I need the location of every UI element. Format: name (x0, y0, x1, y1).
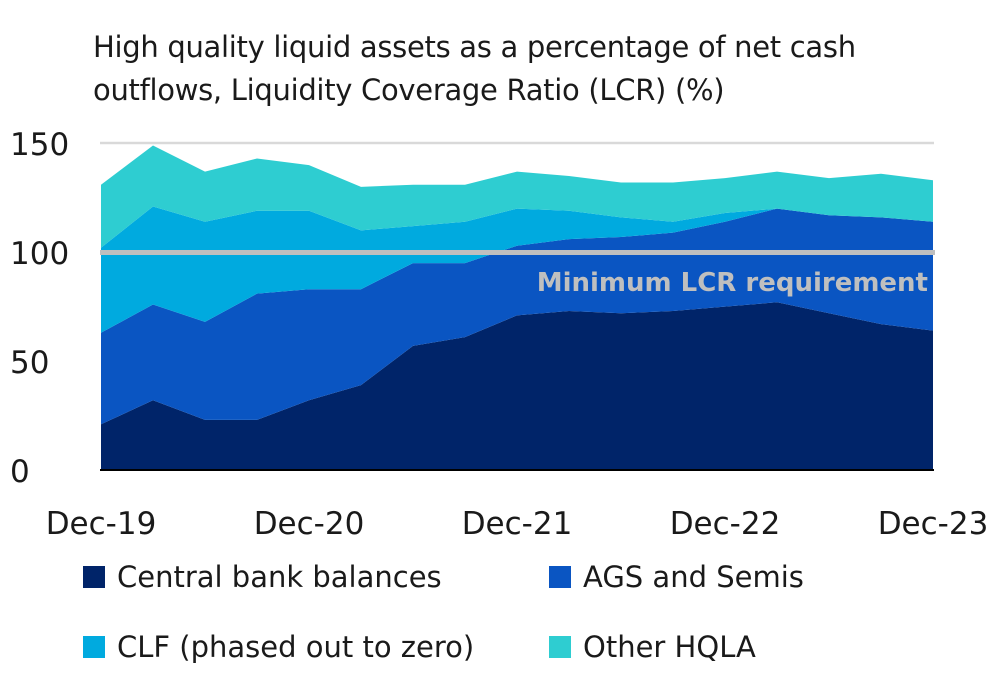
legend-swatch-clf (83, 636, 105, 658)
legend-item-clf: CLF (phased out to zero) (83, 630, 474, 664)
x-tick-dec-23: Dec-23 (878, 506, 989, 542)
legend-item-other-hqla: Other HQLA (549, 630, 756, 664)
legend-label: Other HQLA (583, 630, 756, 664)
y-tick-50: 50 (10, 345, 49, 381)
legend-label: CLF (phased out to zero) (117, 630, 475, 664)
minimum-lcr-label: Minimum LCR requirement (537, 268, 928, 298)
x-tick-dec-22: Dec-22 (670, 506, 781, 542)
x-tick-dec-19: Dec-19 (46, 506, 157, 542)
y-tick-150: 150 (10, 127, 69, 163)
area-central-bank-balances (101, 302, 933, 470)
x-tick-dec-21: Dec-21 (462, 506, 573, 542)
y-tick-100: 100 (10, 236, 69, 272)
y-tick-0: 0 (10, 454, 30, 490)
legend-swatch-central-bank (83, 566, 105, 588)
area-clf-phased-out-to-zero (101, 206, 933, 333)
x-tick-dec-20: Dec-20 (254, 506, 365, 542)
chart-title: High quality liquid assets as a percenta… (93, 30, 856, 107)
legend-item-ags-semis: AGS and Semis (549, 560, 804, 594)
area-other-hqla (101, 145, 933, 248)
legend-swatch-other-hqla (549, 636, 571, 658)
legend-label: Central bank balances (117, 560, 442, 594)
legend-item-central-bank: Central bank balances (83, 560, 442, 594)
legend-swatch-ags-semis (549, 566, 571, 588)
legend-label: AGS and Semis (583, 560, 804, 594)
area-ags-and-semis (101, 208, 933, 425)
